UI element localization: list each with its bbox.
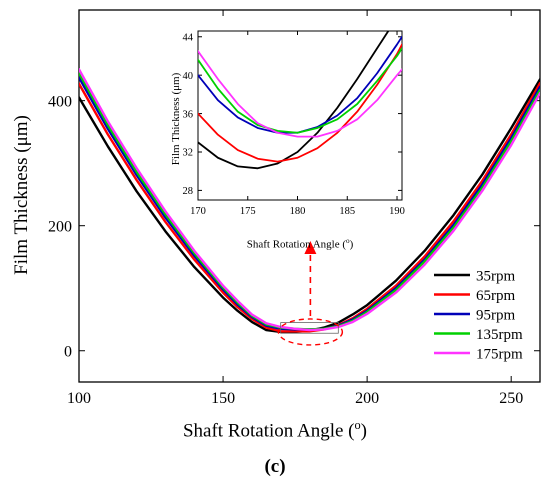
legend-label-95rpm: 95rpm xyxy=(476,308,515,324)
inset-series-line-135rpm xyxy=(198,47,402,134)
inset-plot-frame xyxy=(197,30,403,201)
inset-y-tick-label: 32 xyxy=(183,148,194,159)
main-y-tick-label: 200 xyxy=(48,218,72,235)
main-x-axis-label: Shaft Rotation Angle (o) xyxy=(182,418,367,442)
main-x-tick-label: 250 xyxy=(499,390,523,407)
inset-series-group xyxy=(198,31,402,170)
legend: 35rpm 65rpm 95rpm 135rpm 175rpm xyxy=(434,269,523,363)
main-series-group xyxy=(79,68,540,334)
legend-label-175rpm: 175rpm xyxy=(476,347,523,363)
inset-series-line-35rpm xyxy=(198,31,390,170)
inset-x-tick-label: 190 xyxy=(389,206,405,217)
inset-series-line-175rpm xyxy=(198,50,402,138)
highlight-arrowhead xyxy=(304,241,317,254)
inset-y-tick-label: 40 xyxy=(183,71,194,82)
legend-label-135rpm: 135rpm xyxy=(476,327,523,343)
main-series-line-65rpm xyxy=(79,81,540,333)
inset-y-tick-label: 36 xyxy=(183,109,194,120)
legend-label-65rpm: 65rpm xyxy=(476,288,515,304)
inset-x-tick-label: 180 xyxy=(290,206,306,217)
legend-label-35rpm: 35rpm xyxy=(476,269,515,285)
inset-x-tick-label: 175 xyxy=(240,206,256,217)
main-y-tick-label: 400 xyxy=(48,93,72,110)
inset-y-axis-label: Film Thickness (μm) xyxy=(170,72,182,166)
main-x-tick-label: 100 xyxy=(67,390,91,407)
inset-series-line-65rpm xyxy=(198,43,402,163)
highlight-ellipse xyxy=(277,318,344,346)
main-x-tick-label: 150 xyxy=(211,390,235,407)
highlight-rect xyxy=(280,322,339,334)
panel-label: (c) xyxy=(264,456,286,477)
main-series-line-175rpm xyxy=(79,68,540,332)
inset-x-tick-label: 185 xyxy=(339,206,355,217)
inset-y-tick-label: 44 xyxy=(183,32,194,43)
main-y-axis-label: Film Thickness (μm) xyxy=(11,115,32,275)
inset-x-axis-label: Shaft Rotation Angle (o) xyxy=(246,237,354,251)
main-x-tick-label: 200 xyxy=(355,390,379,407)
main-y-tick-label: 0 xyxy=(64,343,72,360)
inset-x-tick-label: 170 xyxy=(190,206,206,217)
inset-y-tick-label: 28 xyxy=(183,186,194,197)
